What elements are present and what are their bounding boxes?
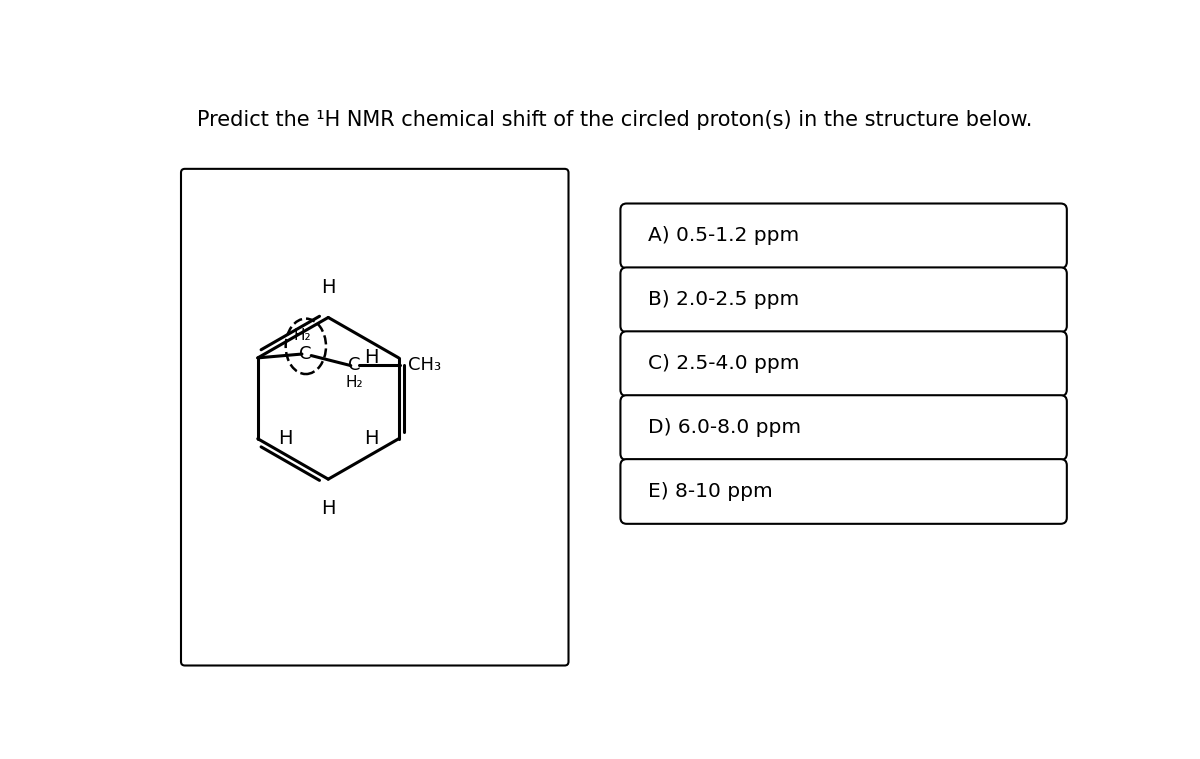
- Text: H: H: [322, 279, 336, 298]
- Text: C) 2.5-4.0 ppm: C) 2.5-4.0 ppm: [648, 354, 800, 373]
- Text: C: C: [299, 345, 311, 363]
- Text: C: C: [348, 356, 360, 374]
- Text: E) 8-10 ppm: E) 8-10 ppm: [648, 482, 773, 501]
- FancyBboxPatch shape: [620, 395, 1067, 460]
- Text: B) 2.0-2.5 ppm: B) 2.0-2.5 ppm: [648, 290, 799, 309]
- Text: H: H: [278, 430, 293, 449]
- FancyBboxPatch shape: [620, 459, 1067, 524]
- FancyBboxPatch shape: [620, 332, 1067, 396]
- Text: CH₃: CH₃: [408, 356, 442, 374]
- Text: D) 6.0-8.0 ppm: D) 6.0-8.0 ppm: [648, 418, 802, 437]
- FancyBboxPatch shape: [620, 203, 1067, 268]
- Text: A) 0.5-1.2 ppm: A) 0.5-1.2 ppm: [648, 226, 799, 245]
- Text: H: H: [322, 499, 336, 518]
- FancyBboxPatch shape: [620, 267, 1067, 332]
- Text: H₂: H₂: [294, 328, 312, 343]
- Text: Predict the ¹H NMR chemical shift of the circled proton(s) in the structure belo: Predict the ¹H NMR chemical shift of the…: [197, 109, 1033, 130]
- FancyBboxPatch shape: [181, 168, 569, 666]
- Text: H: H: [364, 430, 378, 449]
- Text: H₂: H₂: [346, 375, 362, 390]
- Text: H: H: [364, 348, 378, 367]
